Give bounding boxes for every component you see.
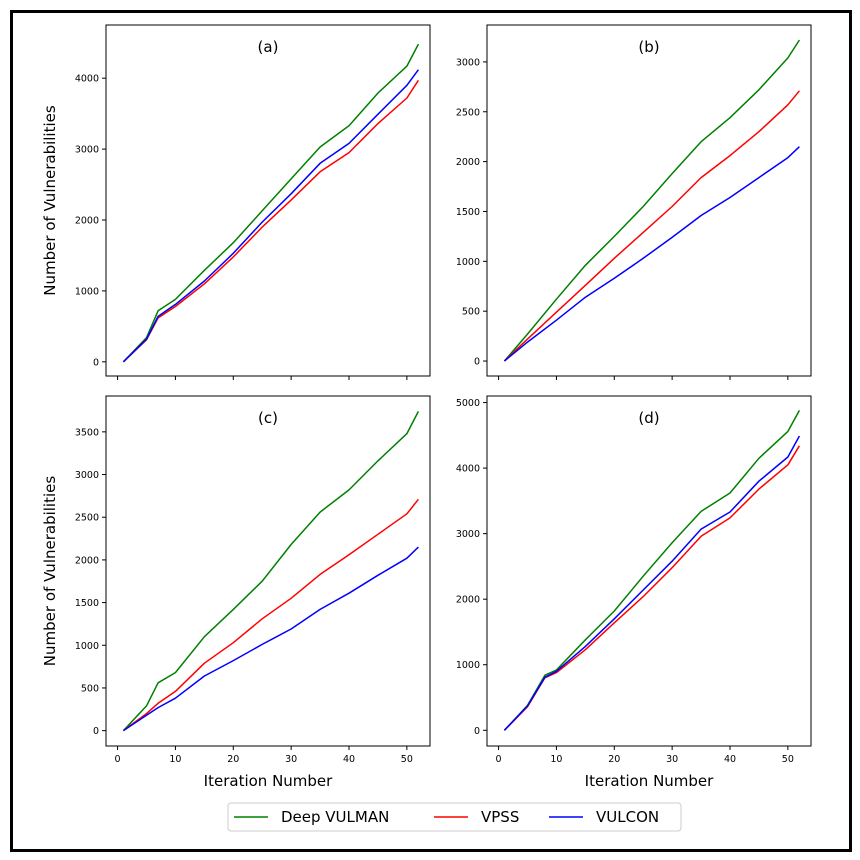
series-line-vpss xyxy=(503,90,800,362)
y-tick-label: 4000 xyxy=(75,74,99,85)
series-line-vpss xyxy=(122,498,419,732)
series-line-vpss xyxy=(122,79,420,363)
series-line-vulcon xyxy=(503,435,801,731)
series-line-deep-vulman xyxy=(503,410,801,731)
series-line-vulcon xyxy=(122,546,419,732)
legend-label: Deep VULMAN xyxy=(281,808,389,826)
legend-label: VULCON xyxy=(596,808,659,826)
y-tick-label: 3000 xyxy=(456,57,480,68)
y-axis-label: Number of Vulnerabilities xyxy=(41,105,59,296)
y-tick-label: 1000 xyxy=(75,286,99,297)
y-tick-label: 0 xyxy=(93,726,99,737)
y-tick-label: 0 xyxy=(474,726,480,737)
legend-label: VPSS xyxy=(481,808,519,826)
y-tick-label: 2000 xyxy=(75,216,99,227)
panel-label: (a) xyxy=(258,38,279,56)
x-tick-label: 0 xyxy=(496,754,502,765)
y-tick-label: 2500 xyxy=(456,107,480,118)
axes-frame xyxy=(105,395,431,747)
x-tick-label: 30 xyxy=(666,754,678,765)
y-tick-label: 5000 xyxy=(456,398,480,409)
y-tick-label: 1500 xyxy=(456,207,480,218)
y-tick-label: 3000 xyxy=(456,529,480,540)
x-tick-label: 20 xyxy=(227,754,239,765)
y-tick-label: 1500 xyxy=(75,598,99,609)
subplot-1: 0 1000 2000 3000 4000 (a) Number of Vulnerabil… xyxy=(41,24,431,380)
x-tick-label: 0 xyxy=(115,754,121,765)
panel-label: (d) xyxy=(638,409,659,427)
x-tick-label: 10 xyxy=(169,754,181,765)
y-tick-label: 2000 xyxy=(456,157,480,168)
x-tick-label: 40 xyxy=(724,754,736,765)
x-tick-label: 30 xyxy=(285,754,297,765)
x-tick-label: 20 xyxy=(608,754,620,765)
y-tick-label: 2500 xyxy=(75,513,99,524)
y-tick-label: 3000 xyxy=(75,470,99,481)
y-tick-label: 500 xyxy=(462,307,480,318)
x-tick-label: 40 xyxy=(343,754,355,765)
y-tick-label: 2000 xyxy=(75,555,99,566)
x-tick-label: 50 xyxy=(782,754,794,765)
subplot-2: 0 500 1000 1500 2000 2500 3000 (b) xyxy=(456,24,812,380)
y-tick-label: 3500 xyxy=(75,427,99,438)
y-tick-label: 4000 xyxy=(456,464,480,475)
series-line-vulcon xyxy=(503,146,800,362)
subplot-4: 0 10 20 30 40 50 0 1000 2000 3000 4000 5000 (d) Itera… xyxy=(456,395,812,790)
subplot-3: 0 10 20 30 40 500500100015002000250030003500(… xyxy=(41,395,431,790)
y-tick-label: 500 xyxy=(81,683,99,694)
figure-frame xyxy=(10,10,852,852)
x-tick-label: 50 xyxy=(401,754,413,765)
x-tick-label: 10 xyxy=(550,754,562,765)
x-axis-label: Iteration Number xyxy=(585,772,714,790)
legend: Deep VULMAN VPSS VULCON xyxy=(227,802,682,832)
y-tick-label: 2000 xyxy=(456,595,480,606)
axes-frame xyxy=(105,24,431,377)
y-tick-label: 0 xyxy=(474,357,480,368)
series-line-deep-vulman xyxy=(503,39,801,362)
series-line-vulcon xyxy=(122,69,420,363)
y-tick-label: 0 xyxy=(93,357,99,368)
axes-frame xyxy=(486,395,812,747)
y-tick-label: 1000 xyxy=(75,641,99,652)
axes-frame xyxy=(486,24,812,377)
series-line-deep-vulman xyxy=(122,411,420,732)
y-tick-label: 1000 xyxy=(456,660,480,671)
y-axis-label: Number of Vulnerabilities xyxy=(41,476,59,667)
panel-label: (c) xyxy=(258,409,278,427)
y-tick-label: 1000 xyxy=(456,257,480,268)
series-line-deep-vulman xyxy=(122,43,420,363)
x-axis-label: Iteration Number xyxy=(204,772,333,790)
y-tick-label: 3000 xyxy=(75,145,99,156)
series-line-vpss xyxy=(503,445,801,731)
panel-label: (b) xyxy=(638,38,659,56)
